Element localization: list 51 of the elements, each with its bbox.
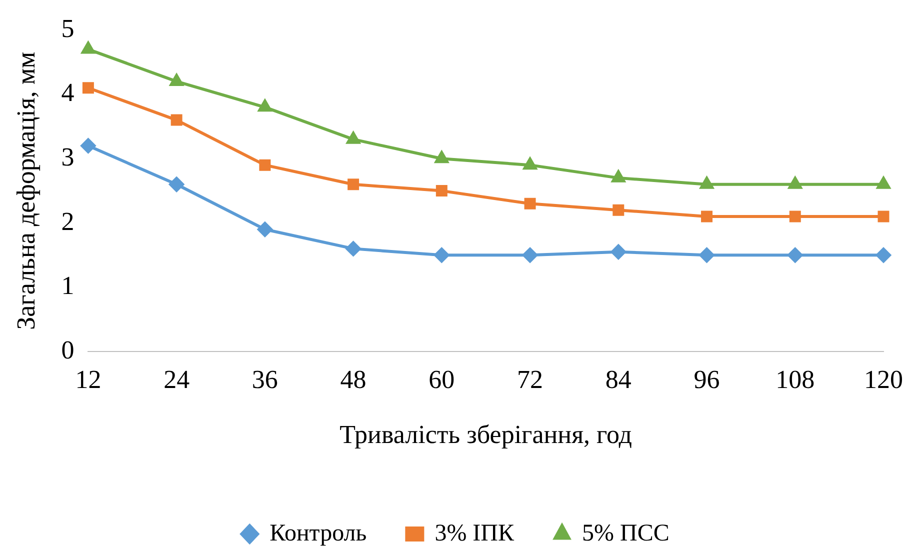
point [80, 138, 96, 154]
y-tick-label: 4 [61, 78, 74, 108]
point [701, 210, 713, 222]
point [700, 176, 714, 189]
point [257, 222, 272, 237]
point [258, 100, 272, 112]
point [789, 210, 801, 222]
point [259, 159, 271, 171]
point [699, 248, 714, 263]
y-tick-label: 0 [61, 335, 74, 364]
point [169, 176, 184, 192]
point [170, 114, 182, 126]
point [348, 178, 360, 190]
point [346, 132, 360, 144]
point [82, 42, 95, 54]
y-tick-label: 5 [61, 14, 74, 43]
y-tick-label: 2 [61, 206, 74, 236]
x-tick-label: 36 [252, 365, 278, 394]
x-tick-label: 120 [864, 365, 903, 394]
x-tick-label: 84 [605, 365, 632, 394]
x-tick-label: 48 [340, 365, 366, 394]
point [170, 74, 184, 86]
point [878, 210, 890, 222]
x-tick-label: 60 [428, 365, 455, 394]
y-tick-label: 3 [61, 142, 74, 172]
legend-label: Контроль [270, 520, 367, 546]
legend-label: 5% ПСС [582, 520, 670, 546]
point [788, 176, 802, 189]
point [876, 176, 890, 189]
x-tick-label: 108 [776, 365, 815, 394]
point [612, 204, 624, 216]
x-tick-label: 96 [694, 365, 720, 394]
x-tick-label: 24 [164, 365, 190, 394]
point [434, 151, 448, 164]
x-tick-label: 72 [517, 365, 544, 394]
legend-label: 3% ІПК [434, 520, 516, 546]
point [523, 158, 537, 170]
y-tick-label: 1 [61, 271, 74, 300]
y-axis-title: Загальна деформація, мм [11, 52, 40, 330]
point [612, 170, 626, 182]
x-axis-title: Тривалість зберігання, год [340, 420, 632, 450]
point [434, 248, 450, 263]
point [436, 185, 448, 197]
point [524, 198, 536, 210]
point [876, 248, 891, 263]
point [82, 82, 94, 94]
point [346, 241, 361, 256]
x-tick-label: 12 [75, 365, 102, 394]
point [610, 244, 626, 260]
point [522, 248, 538, 263]
point [788, 248, 803, 263]
